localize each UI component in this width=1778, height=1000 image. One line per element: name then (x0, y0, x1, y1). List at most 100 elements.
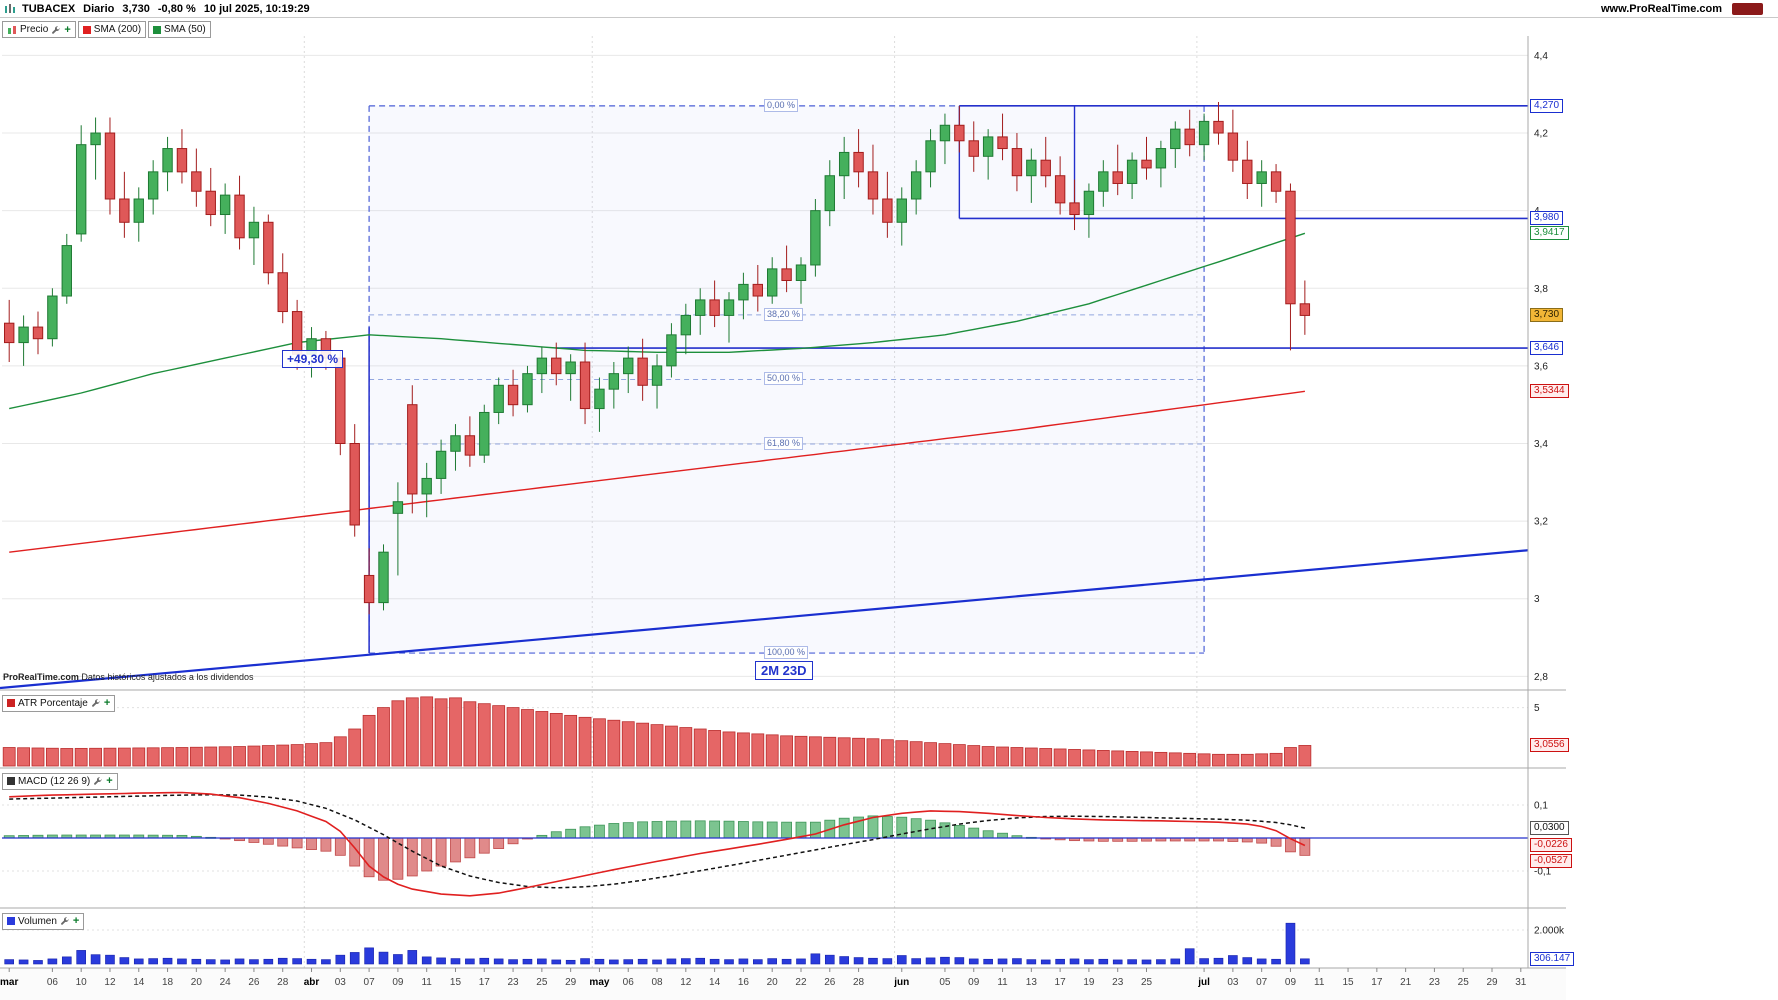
sma200-swatch-icon (82, 25, 91, 34)
grid (0, 36, 1566, 1000)
sma200-legend-chip[interactable]: SMA (200) (77, 21, 147, 38)
price-axis[interactable]: 4,44,243,83,63,43,232,850,1-0,12.000k (1534, 51, 1565, 937)
timeframe-label: Diario (83, 2, 115, 15)
svg-text:15: 15 (1342, 977, 1354, 988)
svg-text:03: 03 (1227, 977, 1239, 988)
wrench-icon[interactable] (91, 698, 101, 708)
svg-text:0,1: 0,1 (1534, 801, 1548, 812)
svg-text:jul: jul (1197, 977, 1210, 988)
sma200-value-label: 3,5344 (1530, 384, 1569, 398)
sma200-line (9, 390, 1305, 553)
atr-swatch-icon (7, 699, 15, 707)
volume-swatch-icon (7, 917, 15, 925)
svg-text:29: 29 (1486, 977, 1498, 988)
svg-text:26: 26 (824, 977, 836, 988)
sma50-line (9, 232, 1306, 410)
website-link[interactable]: www.ProRealTime.com (1600, 2, 1722, 15)
svg-text:09: 09 (968, 977, 980, 988)
duration-label: 2M 23D (755, 661, 813, 680)
svg-text:4,4: 4,4 (1534, 51, 1548, 62)
svg-text:28: 28 (853, 977, 865, 988)
wrench-icon[interactable] (93, 776, 103, 786)
price-level-label-r1: 4,270 (1530, 99, 1564, 113)
macd-line-path (9, 791, 1306, 897)
svg-text:07: 07 (364, 977, 376, 988)
atr-value-label: 3,0556 (1530, 738, 1569, 752)
candlestick-icon (7, 25, 17, 35)
atr-legend-chip[interactable]: ATR Porcentaje + (2, 694, 116, 712)
svg-text:03: 03 (335, 977, 347, 988)
macd-signal-value-label: 0,0300 (1530, 821, 1569, 835)
svg-text:06: 06 (623, 977, 635, 988)
svg-text:4,2: 4,2 (1534, 129, 1548, 140)
svg-text:2.000k: 2.000k (1534, 925, 1565, 936)
brand-text: ProRealTime.com (3, 672, 79, 682)
sma50-legend-label: SMA (50) (164, 24, 206, 35)
price-level-label-s1: 3,646 (1530, 341, 1564, 355)
add-indicator-icon[interactable]: + (106, 775, 113, 787)
svg-text:3: 3 (1534, 594, 1540, 605)
macd-line-value-label: -0,0226 (1530, 838, 1572, 852)
svg-text:jun: jun (893, 977, 909, 988)
svg-text:07: 07 (1256, 977, 1268, 988)
wrench-icon[interactable] (60, 916, 70, 926)
svg-text:19: 19 (1083, 977, 1095, 988)
sma200-legend-label: SMA (200) (93, 24, 142, 35)
svg-text:3,8: 3,8 (1534, 284, 1548, 295)
fib-level-50: 50,00 % (764, 372, 804, 385)
chart-mini-icon (4, 3, 16, 14)
svg-text:14: 14 (133, 977, 145, 988)
price-legend-chip[interactable]: Precio + (2, 21, 76, 38)
svg-text:23: 23 (1112, 977, 1124, 988)
svg-text:11: 11 (421, 977, 432, 988)
sma50-legend-chip[interactable]: SMA (50) (148, 21, 211, 38)
volume-histogram (4, 922, 1310, 965)
svg-text:09: 09 (392, 977, 404, 988)
svg-text:16: 16 (738, 977, 750, 988)
svg-text:may: may (589, 977, 609, 988)
add-indicator-icon[interactable]: + (103, 697, 111, 709)
volume-legend-chip[interactable]: Volumen + (2, 912, 85, 930)
svg-text:25: 25 (536, 977, 548, 988)
svg-text:08: 08 (651, 977, 663, 988)
add-indicator-icon[interactable]: + (72, 915, 80, 927)
wrench-icon[interactable] (51, 25, 61, 35)
svg-text:15: 15 (450, 977, 462, 988)
svg-text:20: 20 (191, 977, 203, 988)
trend-line (0, 549, 1529, 690)
macd-swatch-icon (7, 777, 15, 785)
svg-text:09: 09 (1285, 977, 1297, 988)
macd-legend-label: MACD (12 26 9) (18, 775, 91, 787)
fib-level-618: 61,80 % (764, 437, 804, 450)
volume-legend-label: Volumen (18, 915, 57, 927)
add-indicator-icon[interactable]: + (64, 23, 71, 36)
measure-percent-label: +49,30 % (282, 350, 344, 368)
svg-text:26: 26 (248, 977, 260, 988)
volume-panel-legend: Volumen + (2, 912, 85, 930)
last-price-label: 3,730 (1530, 308, 1564, 322)
macd-histogram (3, 815, 1311, 881)
fib-level-382: 38,20 % (764, 308, 804, 321)
atr-panel-legend: ATR Porcentaje + (2, 694, 116, 712)
svg-text:13: 13 (1026, 977, 1038, 988)
svg-text:25: 25 (1141, 977, 1153, 988)
svg-text:22: 22 (795, 977, 807, 988)
fib-level-100: 100,00 % (764, 646, 809, 659)
svg-text:11: 11 (1314, 977, 1325, 988)
time-axis[interactable]: mar 06 10 12 14 18 20 24 26 28 abr 03 07 09 11 15 17 23 25… (0, 968, 1527, 988)
app-header: TUBACEX Diario 3,730 -0,80 % 10 jul 2025… (0, 0, 1778, 18)
svg-text:abr: abr (304, 977, 320, 988)
sma50-value-label: 3,9417 (1530, 226, 1569, 240)
prt-logo-badge (1732, 3, 1763, 15)
svg-text:31: 31 (1515, 977, 1527, 988)
macd-legend-chip[interactable]: MACD (12 26 9) + (2, 772, 118, 790)
change-percent-text: -0,80 % (157, 2, 196, 15)
atr-histogram (2, 696, 1312, 767)
svg-text:3,2: 3,2 (1534, 517, 1548, 528)
svg-text:23: 23 (1429, 977, 1441, 988)
macd-panel (2, 791, 1528, 897)
svg-text:2,8: 2,8 (1534, 672, 1548, 683)
price-panel-legend: Precio + SMA (200) SMA (50) (2, 21, 211, 38)
data-source-note: ProRealTime.com Datos históricos ajustad… (3, 672, 253, 682)
